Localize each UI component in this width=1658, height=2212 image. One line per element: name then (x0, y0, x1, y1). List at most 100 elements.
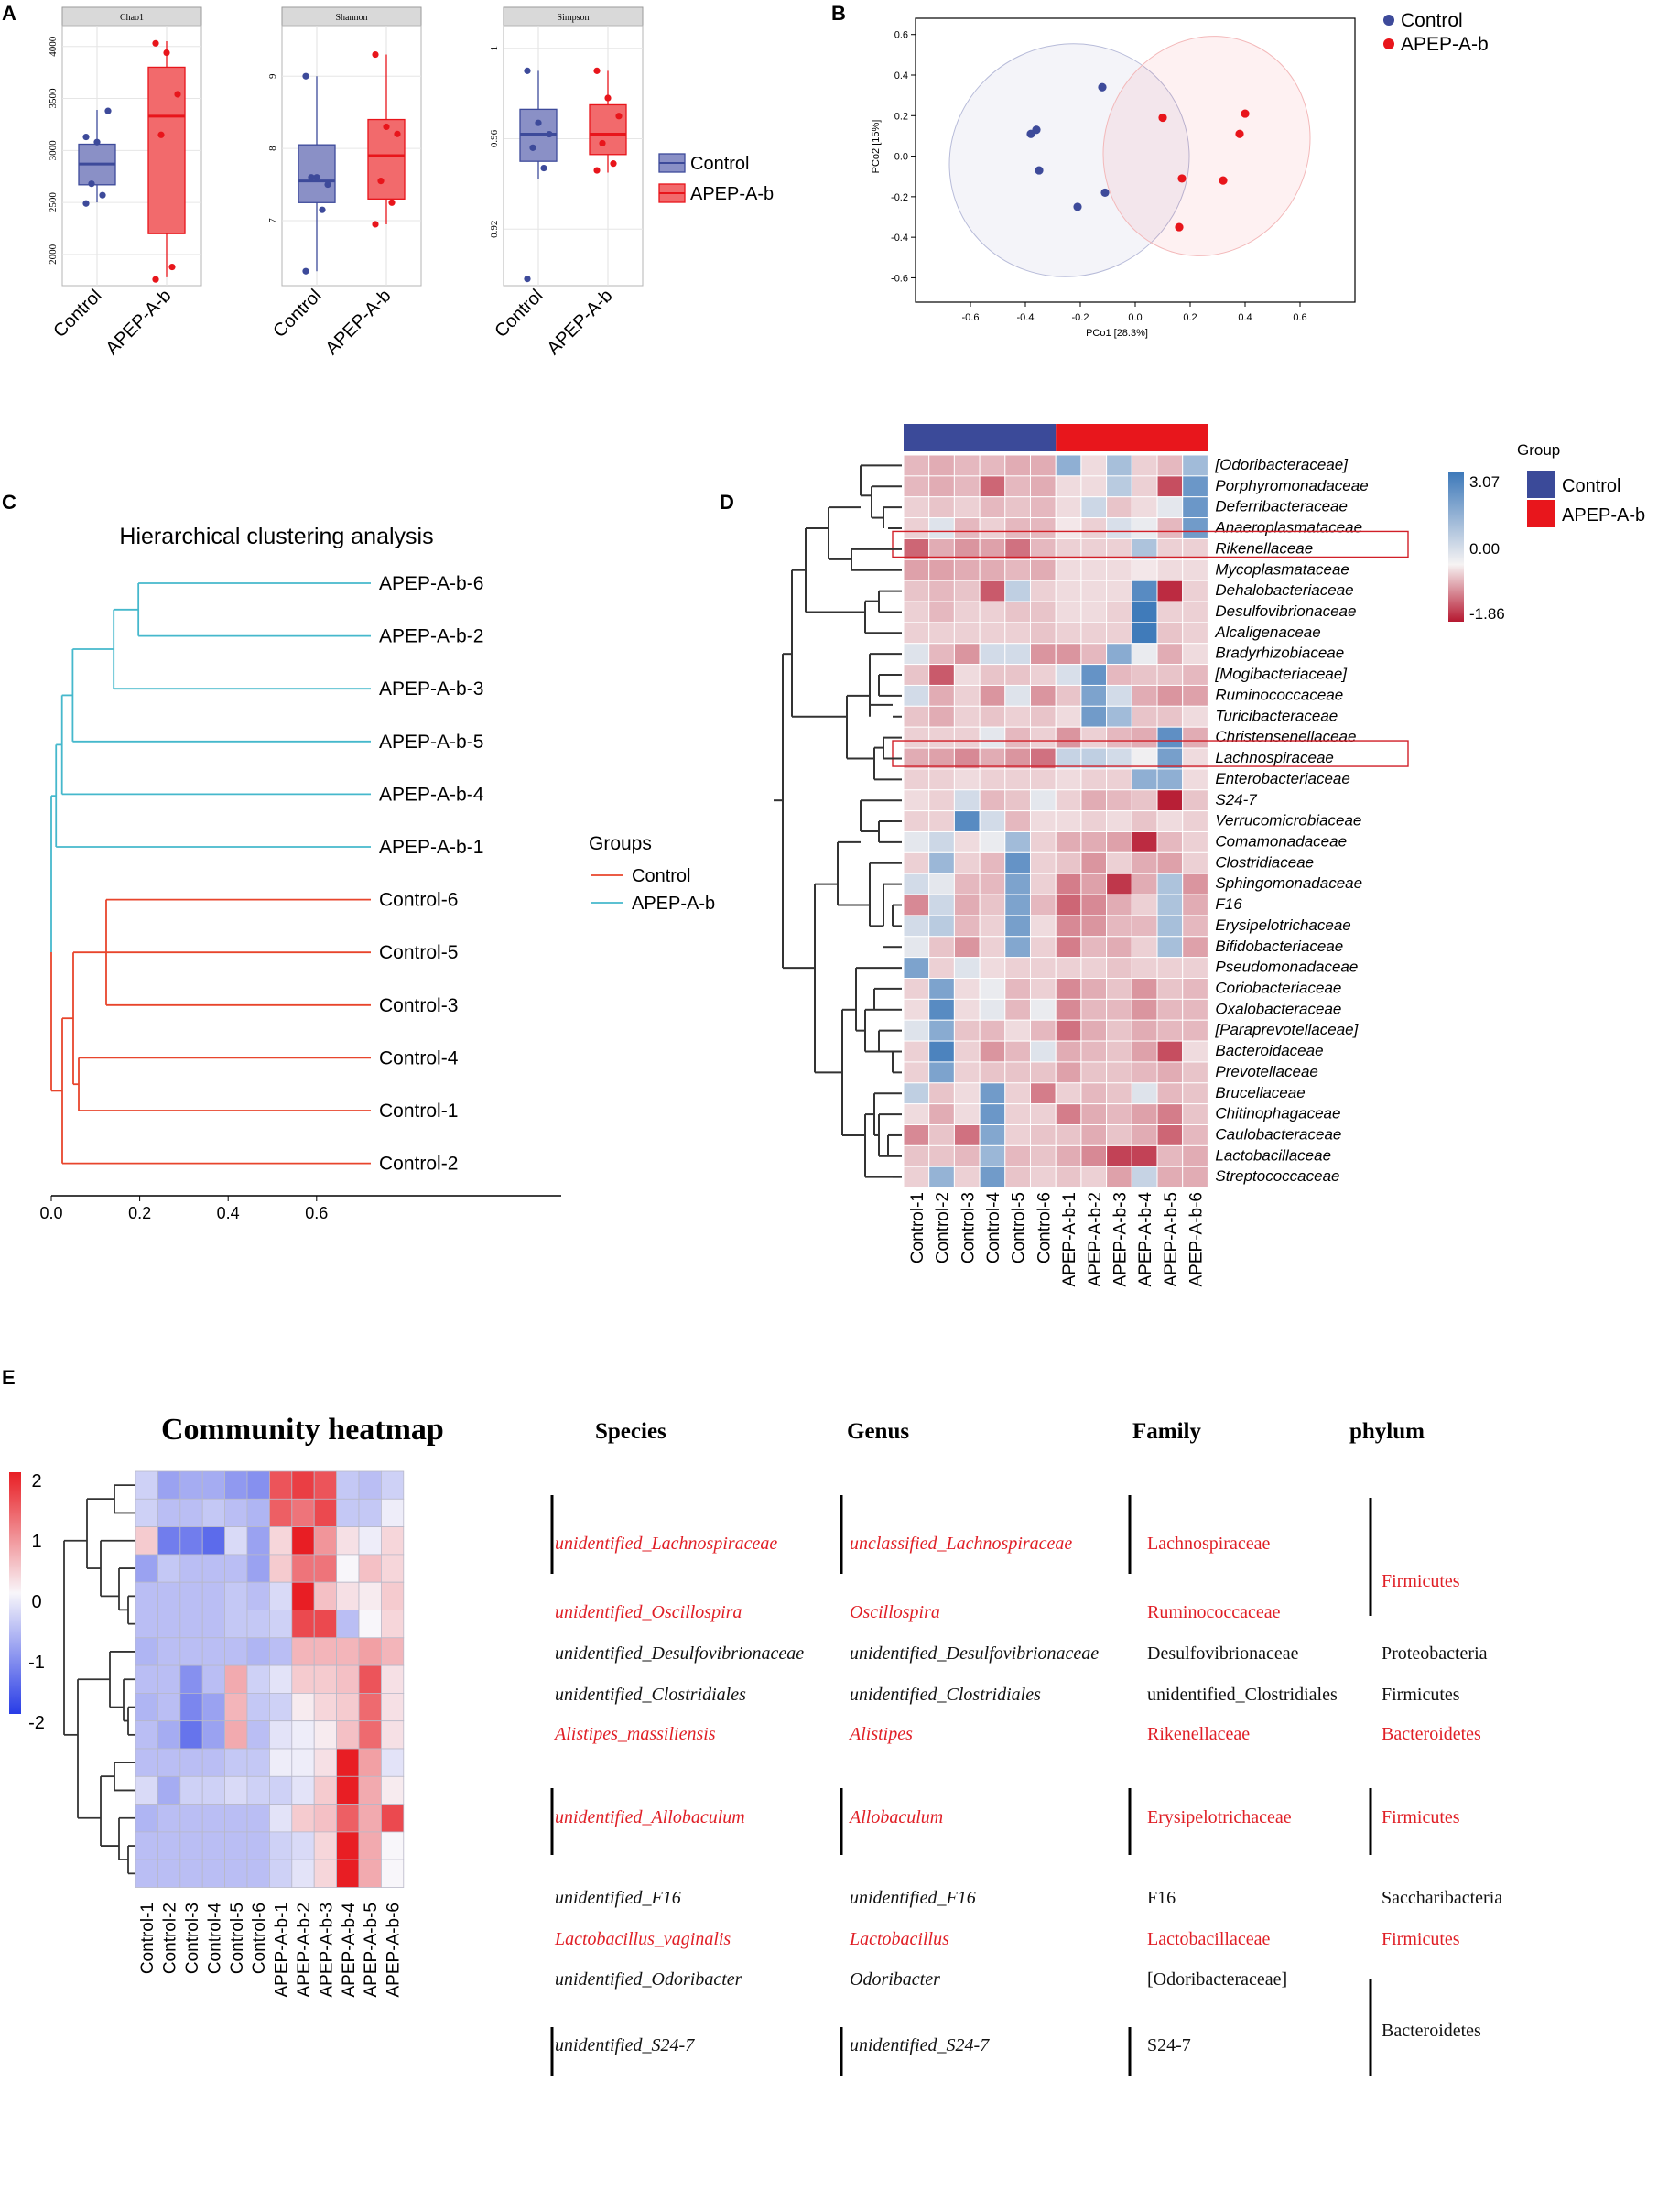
heatmap-d-cell (1106, 1040, 1132, 1063)
heatmap-e-column-label: APEP-A-b-3 (317, 1903, 336, 1997)
heatmap-d-cell (1156, 558, 1184, 581)
heatmap-e-cell (179, 1693, 203, 1722)
heatmap-d-cell (928, 915, 955, 938)
heatmap-d-cell (1106, 601, 1132, 623)
heatmap-d-row-label: Coriobacteriaceae (1215, 980, 1341, 997)
table-family: Desulfovibrionaceae (1147, 1643, 1299, 1664)
heatmap-e-cell (246, 1554, 270, 1583)
heatmap-e-cell (224, 1610, 248, 1639)
heatmap-d-cell (1030, 957, 1057, 980)
heatmap-d-cell (1055, 830, 1082, 853)
heatmap-e-cell (380, 1859, 405, 1888)
pcoa-ellipse (1102, 36, 1311, 256)
heatmap-d-cell (1055, 517, 1082, 539)
heatmap-e-cell (268, 1664, 293, 1694)
heatmap-d-cell (1182, 1124, 1208, 1146)
dendrogram-leaf-label: APEP-A-b-3 (379, 678, 483, 699)
heatmap-d-cell (953, 601, 981, 623)
heatmap-d-cell (979, 454, 1006, 477)
heatmap-d-cell (979, 936, 1006, 959)
heatmap-d-cell (1131, 580, 1158, 602)
heatmap-d-cell (1055, 915, 1082, 938)
heatmap-d-cell (1182, 684, 1208, 707)
heatmap-d-cell (928, 1103, 955, 1126)
heatmap-d-cell (953, 1019, 981, 1042)
figure-dynamic-layer: Chao120002500300035004000ControlAPEP-A-b… (9, 6, 1645, 2076)
heatmap-d-cell (1080, 998, 1108, 1021)
heatmap-d-cell (1182, 873, 1208, 895)
heatmap-e-cell (135, 1526, 158, 1556)
heatmap-d-cell (1182, 705, 1208, 728)
heatmap-e-cell (157, 1720, 181, 1750)
heatmap-d-cell (928, 684, 955, 707)
heatmap-d-row-label: Sphingomonadaceae (1215, 874, 1362, 892)
heatmap-d-cell (1131, 454, 1158, 477)
heatmap-d-cell (1004, 978, 1032, 1000)
heatmap-d-cell (1030, 622, 1057, 645)
heatmap-e-cell (380, 1693, 405, 1722)
heatmap-d-cell (1030, 810, 1057, 832)
heatmap-e-cell (201, 1831, 225, 1860)
heatmap-d-cell (928, 1124, 955, 1146)
heatmap-e-cell (291, 1748, 315, 1777)
heatmap-d-cell (903, 789, 930, 812)
heatmap-d-cell (928, 1144, 955, 1167)
heatmap-d-cell (979, 873, 1006, 895)
heatmap-d-cell (979, 978, 1006, 1000)
heatmap-e-cell (313, 1554, 338, 1583)
heatmap-d-cell (1182, 454, 1208, 477)
heatmap-d-column-label: Control-1 (908, 1192, 927, 1263)
heatmap-d-cell (1156, 768, 1184, 791)
table-species: unidentified_S24-7 (555, 2035, 695, 2055)
heatmap-d-cell (903, 1082, 930, 1105)
heatmap-d-cell (1004, 580, 1032, 602)
boxplot-point (104, 107, 112, 114)
heatmap-d-cell (1131, 684, 1158, 707)
heatmap-e-cell (135, 1664, 158, 1694)
boxplot-box (298, 144, 336, 203)
heatmap-e-cell (246, 1637, 270, 1666)
heatmap-e-cell (268, 1804, 293, 1833)
heatmap-d-cell (1030, 1040, 1057, 1063)
table-species: unidentified_Odoribacter (555, 1969, 742, 1990)
boxplot-point (377, 178, 385, 185)
heatmap-e-cell (291, 1610, 315, 1639)
heatmap-d-cell (1156, 894, 1184, 916)
dendrogram-legend-label: Control (632, 866, 690, 886)
heatmap-d-cell (1004, 873, 1032, 895)
boxplot-ytick-label: 8 (267, 146, 278, 151)
heatmap-d-cell (1131, 789, 1158, 812)
pcoa-xtick-label: -0.6 (962, 312, 980, 323)
pcoa-ytick-label: 0.0 (894, 152, 908, 163)
table-genus: Odoribacter (850, 1969, 940, 1990)
heatmap-d-cell (1030, 873, 1057, 895)
heatmap-d-cell (1156, 622, 1184, 645)
heatmap-d-cell (953, 1124, 981, 1146)
dendrogram-leaf-label: Control-6 (379, 890, 458, 911)
heatmap-d-cell (928, 998, 955, 1021)
heatmap-d-cell (1080, 894, 1108, 916)
heatmap-d-cell (928, 894, 955, 916)
heatmap-d-cell (903, 580, 930, 602)
heatmap-d-cell (1182, 1040, 1208, 1063)
heatmap-e-cell (224, 1498, 248, 1528)
heatmap-e-cell (224, 1804, 248, 1833)
heatmap-d-cell (903, 726, 930, 749)
heatmap-e-cell (313, 1610, 338, 1639)
heatmap-d-cell (1004, 622, 1032, 645)
heatmap-d-cell (1182, 1019, 1208, 1042)
heatmap-d-highlight-box (892, 530, 1409, 558)
heatmap-d-cell (1131, 936, 1158, 959)
heatmap-d-row-label: [Mogibacteriaceae] (1214, 666, 1348, 683)
heatmap-e-cell (313, 1498, 338, 1528)
boxplot-point (383, 123, 390, 131)
boxplot-point (319, 206, 326, 213)
table-family: unidentified_Clostridiales (1147, 1685, 1338, 1705)
heatmap-d-cell (1055, 1019, 1082, 1042)
heatmap-e-cell (135, 1637, 158, 1666)
pcoa-xtick-label: 0.4 (1238, 312, 1252, 323)
boxplot-point (593, 167, 601, 174)
heatmap-d-cell (1156, 915, 1184, 938)
heatmap-d-cell (979, 1124, 1006, 1146)
heatmap-d-cell (1156, 580, 1184, 602)
